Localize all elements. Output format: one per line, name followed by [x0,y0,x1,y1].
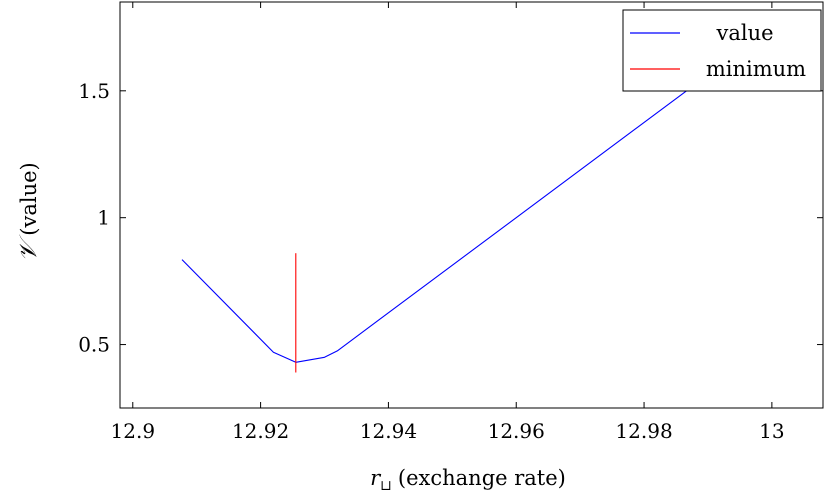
legend-label-minimum: minimum [706,57,806,81]
y-tick-label: 1 [97,206,110,230]
series-value-line [181,64,722,363]
x-tick-label: 13 [759,419,784,443]
y-axis-label: 𝒱(value) [14,162,42,261]
legend: value minimum [622,9,822,92]
x-tick-label: 12.98 [615,419,672,443]
x-tick-label: 12.96 [488,419,545,443]
x-tick-label: 12.9 [111,419,156,443]
plot-area [119,1,824,409]
x-axis-symbol: r [370,466,382,490]
legend-label-value: value [715,21,773,45]
x-tick-label: 12.92 [232,419,289,443]
plot-frame [119,1,824,409]
x-axis-subscript: ⊔ [380,478,392,494]
x-tick-label: 12.94 [360,419,417,443]
y-axis-symbol: 𝒱 [14,234,42,262]
y-tick-label: 0.5 [78,333,110,357]
series-layer [181,64,722,373]
y-tick-label: 1.5 [78,79,110,103]
svg-text:r⊔(exchange rate): r⊔ (exchange rate) [370,466,566,494]
svg-text:𝒱(value): 𝒱(value) [14,162,42,261]
y-axis-text: (value) [17,162,41,235]
legend-box [622,9,822,92]
x-axis-text: (exchange rate) [398,466,566,490]
axis-ticks: 12.9 12.92 12.94 12.96 12.98 13 0.5 1 1.5 [78,2,823,443]
x-axis-label: r⊔ (exchange rate) [370,466,566,494]
